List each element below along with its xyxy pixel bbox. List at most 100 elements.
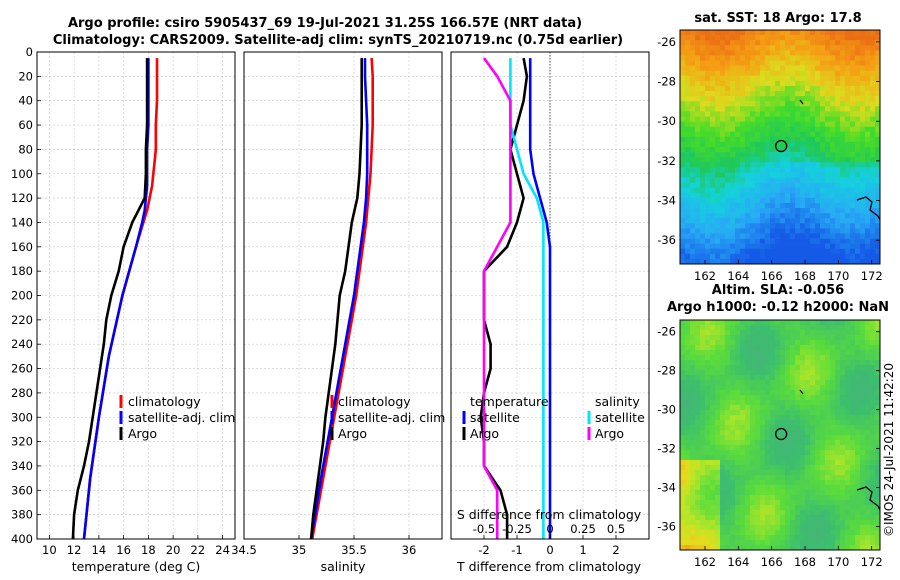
- heatmap-cell: [760, 55, 766, 61]
- heatmap-cell: [845, 218, 851, 224]
- heatmap-cell: [770, 65, 776, 71]
- heatmap-cell: [825, 147, 831, 153]
- heatmap-cell: [710, 70, 716, 77]
- heatmap-cell: [755, 91, 761, 97]
- heatmap-cell: [710, 233, 716, 239]
- heatmap-cell: [835, 370, 841, 376]
- heatmap-cell: [705, 208, 711, 214]
- heatmap-cell: [760, 248, 766, 255]
- heatmap-cell: [845, 121, 851, 127]
- heatmap-cell: [825, 375, 831, 381]
- heatmap-cell: [720, 420, 726, 426]
- heatmap-cell: [695, 520, 701, 526]
- heatmap-cell: [690, 167, 696, 173]
- heatmap-cell: [780, 480, 786, 486]
- heatmap-cell: [860, 208, 866, 214]
- heatmap-cell: [725, 395, 731, 401]
- heatmap-cell: [690, 147, 696, 153]
- heatmap-cell: [685, 515, 691, 521]
- heatmap-cell: [820, 545, 826, 551]
- heatmap-cell: [725, 410, 731, 416]
- heatmap-cell: [735, 131, 741, 138]
- heatmap-cell: [750, 370, 756, 376]
- heatmap-cell: [735, 400, 741, 406]
- heatmap-cell: [750, 510, 756, 516]
- heatmap-cell: [835, 218, 841, 224]
- lat-tick-label: -26: [657, 35, 676, 49]
- heatmap-cell: [825, 218, 831, 224]
- heatmap-cell: [810, 345, 816, 351]
- heatmap-cell: [810, 121, 816, 127]
- heatmap-cell: [845, 355, 851, 361]
- heatmap-cell: [680, 202, 686, 209]
- heatmap-cell: [765, 490, 771, 496]
- heatmap-cell: [825, 111, 831, 117]
- lon-tick-label: 168: [794, 555, 816, 569]
- temperature-grid: [37, 51, 235, 540]
- heatmap-cell: [850, 147, 856, 153]
- heatmap-cell: [755, 136, 761, 143]
- heatmap-cell: [845, 172, 851, 178]
- heatmap-cell: [835, 131, 841, 138]
- heatmap-cell: [835, 420, 841, 426]
- heatmap-cell: [875, 65, 881, 71]
- heatmap-cell: [770, 202, 776, 209]
- heatmap-cell: [865, 162, 871, 168]
- heatmap-cell: [805, 75, 811, 82]
- heatmap-cell: [760, 218, 766, 224]
- heatmap-cell: [690, 330, 696, 336]
- heatmap-cell: [700, 460, 706, 466]
- heatmap-cell: [680, 345, 686, 351]
- heatmap-cell: [705, 35, 711, 41]
- heatmap-cell: [765, 520, 771, 526]
- heatmap-cell: [805, 70, 811, 77]
- heatmap-cell: [745, 213, 751, 219]
- heatmap-cell: [710, 45, 716, 51]
- heatmap-cell: [860, 80, 866, 87]
- heatmap-cell: [840, 330, 846, 336]
- heatmap-cell: [875, 395, 881, 401]
- heatmap-cell: [755, 96, 761, 102]
- heatmap-cell: [835, 325, 841, 331]
- heatmap-cell: [830, 253, 836, 260]
- heatmap-cell: [745, 258, 751, 265]
- heatmap-cell: [700, 385, 706, 391]
- heatmap-cell: [800, 505, 806, 511]
- heatmap-cell: [820, 40, 826, 46]
- heatmap-cell: [845, 380, 851, 386]
- heatmap-cell: [770, 208, 776, 214]
- heatmap-cell: [705, 385, 711, 391]
- heatmap-cell: [875, 365, 881, 371]
- heatmap-cell: [850, 96, 856, 102]
- heatmap-cell: [685, 162, 691, 168]
- heatmap-cell: [775, 520, 781, 526]
- heatmap-cell: [705, 218, 711, 224]
- heatmap-cell: [820, 197, 826, 204]
- heatmap-cell: [770, 530, 776, 536]
- heatmap-cell: [690, 228, 696, 234]
- heatmap-cell: [855, 400, 861, 406]
- heatmap-cell: [850, 545, 856, 551]
- heatmap-cell: [720, 75, 726, 82]
- heatmap-cell: [835, 80, 841, 87]
- heatmap-cell: [790, 415, 796, 421]
- heatmap-cell: [820, 187, 826, 194]
- heatmap-cell: [810, 325, 816, 331]
- heatmap-cell: [865, 320, 871, 326]
- heatmap-cell: [685, 85, 691, 92]
- heatmap-cell: [775, 390, 781, 396]
- heatmap-cell: [790, 167, 796, 173]
- heatmap-cell: [845, 70, 851, 77]
- heatmap-cell: [800, 238, 806, 244]
- heatmap-cell: [735, 320, 741, 326]
- heatmap-cell: [765, 162, 771, 168]
- heatmap-cell: [875, 258, 881, 265]
- heatmap-cell: [870, 248, 876, 255]
- heatmap-cell: [680, 223, 686, 229]
- heatmap-cell: [705, 370, 711, 376]
- heatmap-cell: [705, 365, 711, 371]
- heatmap-cell: [780, 172, 786, 178]
- heatmap-cell: [745, 450, 751, 456]
- heatmap-cell: [740, 141, 746, 148]
- heatmap-cell: [710, 172, 716, 178]
